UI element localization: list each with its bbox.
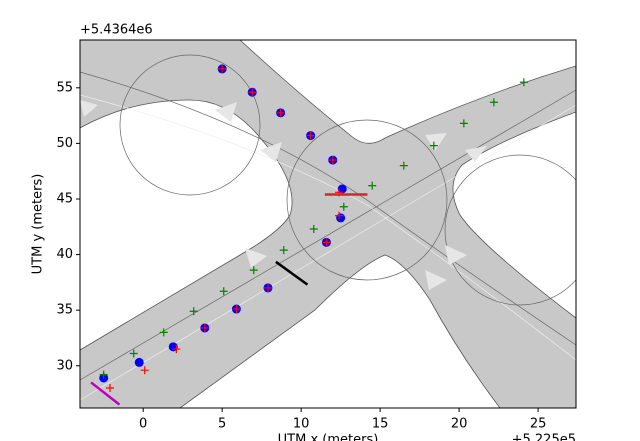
- x-tick-label: 15: [372, 417, 389, 432]
- plus-marker: [279, 246, 288, 255]
- plus-marker: [328, 156, 337, 165]
- plus-marker: [276, 108, 285, 117]
- x-offset-label: +5.225e5: [512, 433, 576, 441]
- x-tick-label: 25: [530, 417, 547, 432]
- plus-marker: [129, 349, 138, 358]
- lane-arrows: [80, 100, 487, 290]
- segment: [90, 381, 121, 406]
- plus-marker: [219, 287, 228, 296]
- plus-marker: [249, 266, 258, 275]
- plus-marker: [200, 323, 209, 332]
- off-road: [179, 254, 501, 408]
- plus-marker: [339, 202, 348, 211]
- plus-marker: [172, 345, 181, 354]
- y-tick-label: 45: [56, 191, 73, 206]
- y-tick-label: 50: [56, 136, 73, 151]
- axes-frame: [79, 39, 577, 409]
- plus-marker: [248, 88, 257, 97]
- plus-marker: [159, 328, 168, 337]
- plus-marker: [335, 211, 344, 220]
- point: [336, 213, 346, 223]
- plus-marker: [106, 383, 115, 392]
- plus-marker: [519, 78, 528, 87]
- road-map: [80, 40, 576, 408]
- plus-marker: [232, 305, 241, 314]
- x-tick-label: 20: [451, 417, 468, 432]
- plus-marker: [459, 119, 468, 128]
- off-road: [239, 40, 576, 144]
- x-axis-label: UTM x (meters): [278, 433, 379, 441]
- point: [337, 184, 347, 194]
- x-tick-label: 10: [293, 417, 310, 432]
- plus-marker: [218, 64, 227, 73]
- marks: [90, 64, 528, 406]
- plus-marker: [140, 366, 149, 375]
- plus-marker: [306, 131, 315, 140]
- y-offset-label: +5.4364e6: [80, 23, 153, 38]
- plus-marker: [263, 283, 272, 292]
- plus-marker: [189, 307, 198, 316]
- plus-marker: [99, 370, 108, 379]
- off-road: [452, 111, 576, 319]
- plus-marker: [489, 98, 498, 107]
- y-tick-label: 40: [56, 247, 73, 262]
- x-tick-label: 0: [139, 417, 147, 432]
- point: [134, 357, 144, 367]
- plus-marker: [399, 161, 408, 170]
- plus-marker: [429, 141, 438, 150]
- segment: [275, 260, 309, 286]
- y-tick-label: 35: [56, 303, 73, 318]
- y-tick-label: 55: [56, 80, 73, 95]
- plus-marker: [309, 225, 318, 234]
- y-axis-label: UTM y (meters): [31, 174, 46, 275]
- y-tick-label: 30: [56, 358, 73, 373]
- x-tick-label: 5: [218, 417, 226, 432]
- plus-marker: [322, 238, 331, 247]
- plus-marker: [368, 181, 377, 190]
- lane-lines: [80, 54, 576, 401]
